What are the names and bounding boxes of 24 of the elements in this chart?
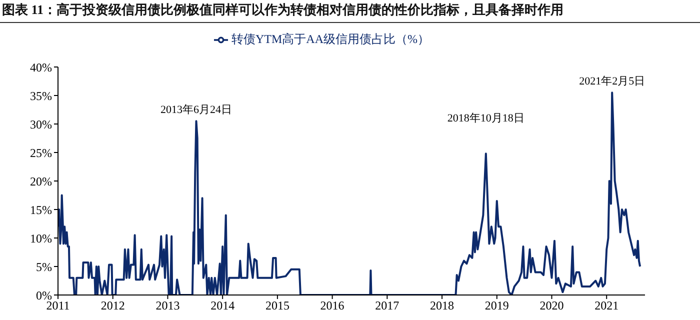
y-tick-label: 20% bbox=[30, 174, 52, 188]
annotation: 2018年10月18日 bbox=[447, 112, 524, 125]
x-tick-label: 2013 bbox=[156, 298, 180, 313]
y-tick-label: 35% bbox=[30, 88, 52, 103]
chart-title: 图表 11：高于投资级信用债比例极值同样可以作为转债相对信用债的性价比指标，且具备择时作用 bbox=[0, 0, 700, 23]
x-tick-label: 2020 bbox=[540, 298, 564, 313]
x-tick-label: 2017 bbox=[375, 298, 400, 313]
x-tick-label: 2014 bbox=[210, 298, 235, 313]
x-tick-label: 2015 bbox=[265, 298, 290, 313]
y-tick-label: 40% bbox=[30, 60, 52, 74]
y-tick-label: 5% bbox=[36, 260, 52, 274]
y-tick-label: 30% bbox=[30, 117, 52, 132]
x-tick-label: 2018 bbox=[430, 298, 454, 313]
x-tick-label: 2016 bbox=[320, 298, 344, 313]
y-tick-label: 25% bbox=[30, 146, 52, 160]
y-tick-label: 10% bbox=[30, 231, 52, 246]
y-tick-label: 15% bbox=[30, 202, 52, 217]
legend-label: 转债YTM高于AA级信用债占比（%） bbox=[232, 32, 430, 46]
x-tick-label: 2012 bbox=[100, 298, 125, 313]
annotation: 2021年2月5日 bbox=[579, 76, 646, 88]
line-series bbox=[58, 92, 642, 295]
x-tick-label: 2021 bbox=[594, 298, 619, 313]
annotation: 2013年6月24日 bbox=[160, 104, 232, 116]
x-tick-label: 2019 bbox=[484, 298, 509, 313]
